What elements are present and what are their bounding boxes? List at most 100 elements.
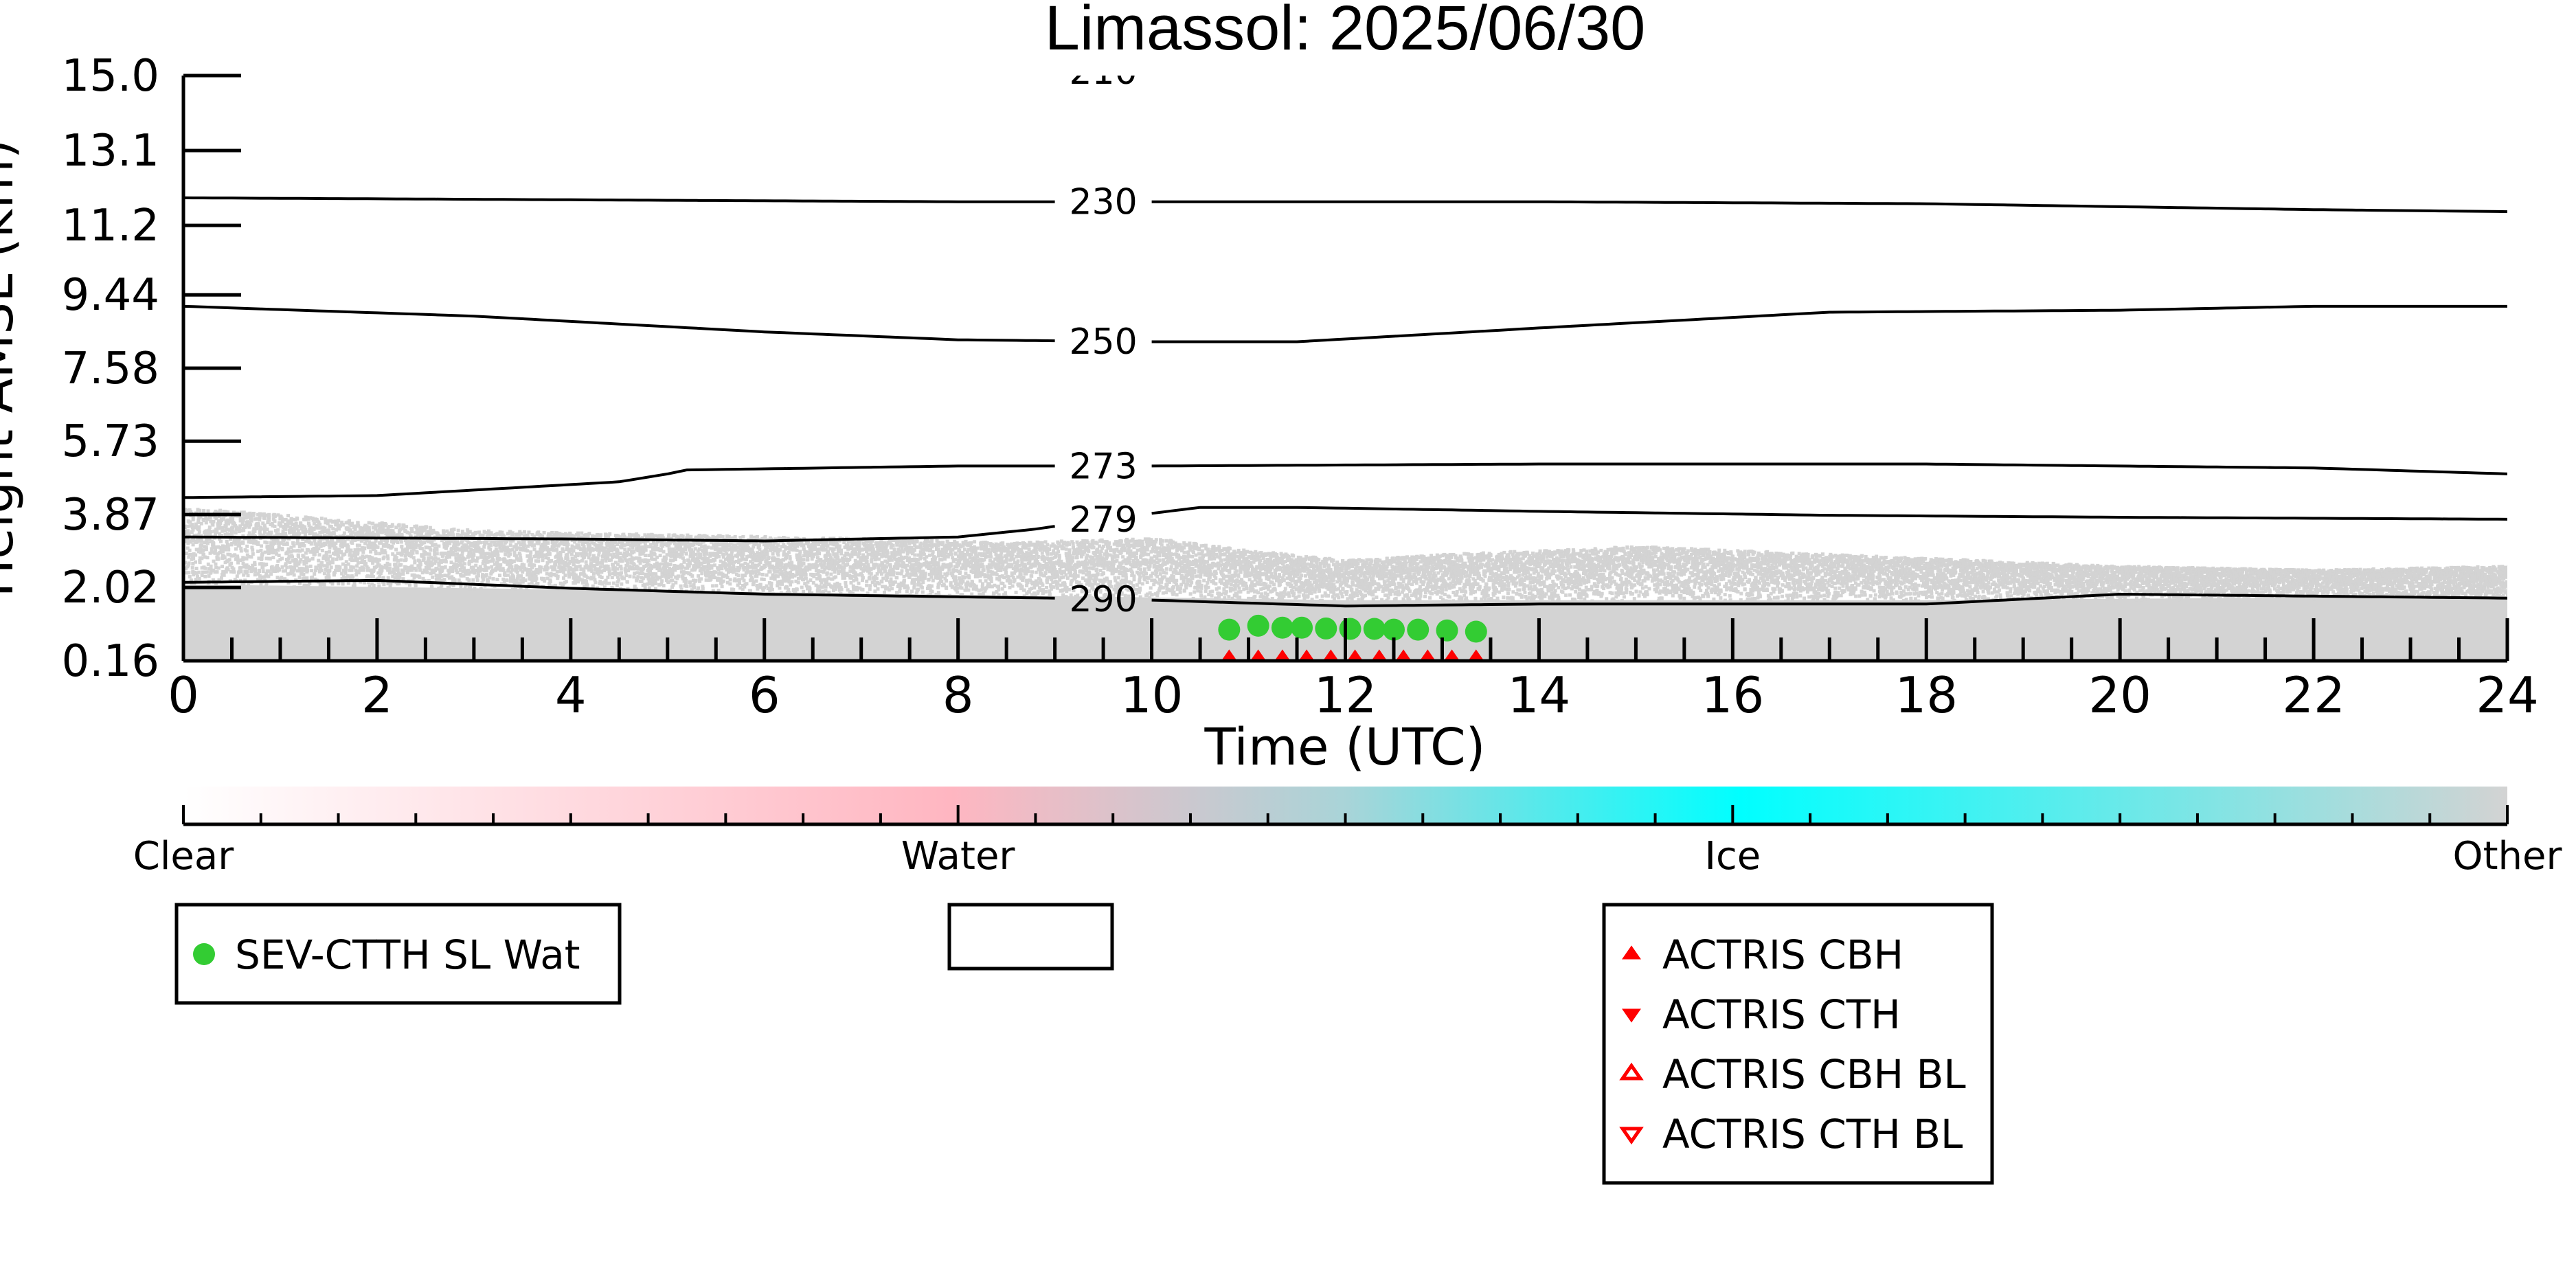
cloud-speckle [727,534,731,539]
cloud-speckle [608,541,612,545]
cloud-speckle [420,531,424,535]
cloud-speckle [547,582,552,586]
cloud-speckle [249,534,253,538]
cloud-speckle [670,558,675,563]
cloud-speckle [253,563,257,567]
cloud-speckle [223,545,227,549]
cloud-speckle [449,532,453,536]
cloud-speckle [302,562,306,566]
cloud-speckle [539,567,543,572]
cloud-speckle [271,548,275,552]
cloud-speckle [475,569,479,572]
cloud-speckle [451,566,455,570]
cloud-speckle [267,552,271,555]
cloud-speckle [795,573,799,576]
cloud-speckle [396,541,400,544]
cloud-speckle [689,584,693,588]
cloud-speckle [749,552,753,556]
cloud-speckle [205,570,209,574]
cloud-speckle [368,584,372,588]
cloud-speckle [706,545,710,550]
cloud-speckle [467,541,471,545]
cloud-speckle [317,547,321,551]
cloud-speckle [577,575,581,579]
cloud-speckle [384,523,388,528]
cloud-speckle [322,564,326,568]
cloud-speckle [749,570,753,574]
cloud-speckle [734,547,738,551]
cloud-speckle [644,558,648,563]
cloud-speckle [473,558,477,563]
cloud-speckle [243,578,247,583]
cloud-speckle [814,583,818,587]
cloud-speckle [582,581,586,585]
cloud-speckle [471,569,475,572]
cloud-speckle [646,582,649,586]
cloud-speckle [798,565,802,569]
cloud-speckle [652,565,656,569]
cloud-speckle [394,556,398,560]
cloud-speckle [442,529,445,533]
cloud-speckle [821,542,825,546]
cloud-speckle [727,553,730,557]
cloud-speckle [668,558,673,562]
cloud-speckle [280,565,284,569]
cloud-speckle [229,537,232,541]
cloud-speckle [505,578,509,582]
cloud-speckle [379,572,383,575]
cloud-speckle [205,537,209,541]
cloud-speckle [258,518,262,522]
cloud-speckle [462,547,466,551]
cloud-speckle [414,568,418,572]
cloud-speckle [246,574,250,578]
cloud-speckle [793,590,798,594]
cloud-speckle [779,591,783,595]
cloud-speckle [817,543,821,547]
cloud-speckle [832,552,836,556]
cloud-speckle [426,559,430,563]
cloud-speckle [429,561,433,564]
cloud-speckle [402,568,406,572]
cloud-speckle [628,574,632,578]
cloud-speckle [812,552,816,556]
cloud-speckle [497,565,501,569]
cloud-speckle [696,541,700,545]
cloud-speckle [326,531,329,535]
cloud-speckle [743,543,747,547]
cloud-speckle [306,569,310,573]
cloud-speckle [196,574,199,578]
cloud-speckle [343,539,347,543]
cloud-speckle [673,548,677,552]
cloud-speckle [259,583,263,587]
cloud-speckle [851,584,855,588]
cloud-speckle [386,582,390,586]
cloud-speckle [396,565,400,569]
cloud-speckle [782,550,786,554]
cloud-speckle [333,550,337,554]
cloud-speckle [626,543,629,547]
cloud-speckle [466,528,470,532]
cloud-speckle [763,535,767,539]
cloud-speckle [801,561,805,565]
cloud-speckle [362,546,366,550]
cloud-speckle [668,562,673,566]
cloud-speckle [575,567,579,572]
cloud-speckle [536,551,541,555]
cloud-speckle [539,576,543,580]
cloud-speckle [355,543,359,547]
cloud-speckle [623,554,627,558]
cloud-speckle [214,509,218,513]
cloud-speckle [748,541,752,545]
cloud-speckle [291,541,295,545]
cloud-speckle [835,543,839,547]
cloud-speckle [679,570,683,574]
cloud-speckle [449,550,453,554]
cloud-speckle [763,565,767,569]
cloud-speckle [851,550,855,554]
cloud-speckle [532,547,536,552]
cloud-speckle [472,534,476,538]
cloud-speckle [751,561,755,565]
cloud-speckle [227,528,231,532]
cloud-speckle [346,575,350,579]
cloud-speckle [239,569,243,574]
